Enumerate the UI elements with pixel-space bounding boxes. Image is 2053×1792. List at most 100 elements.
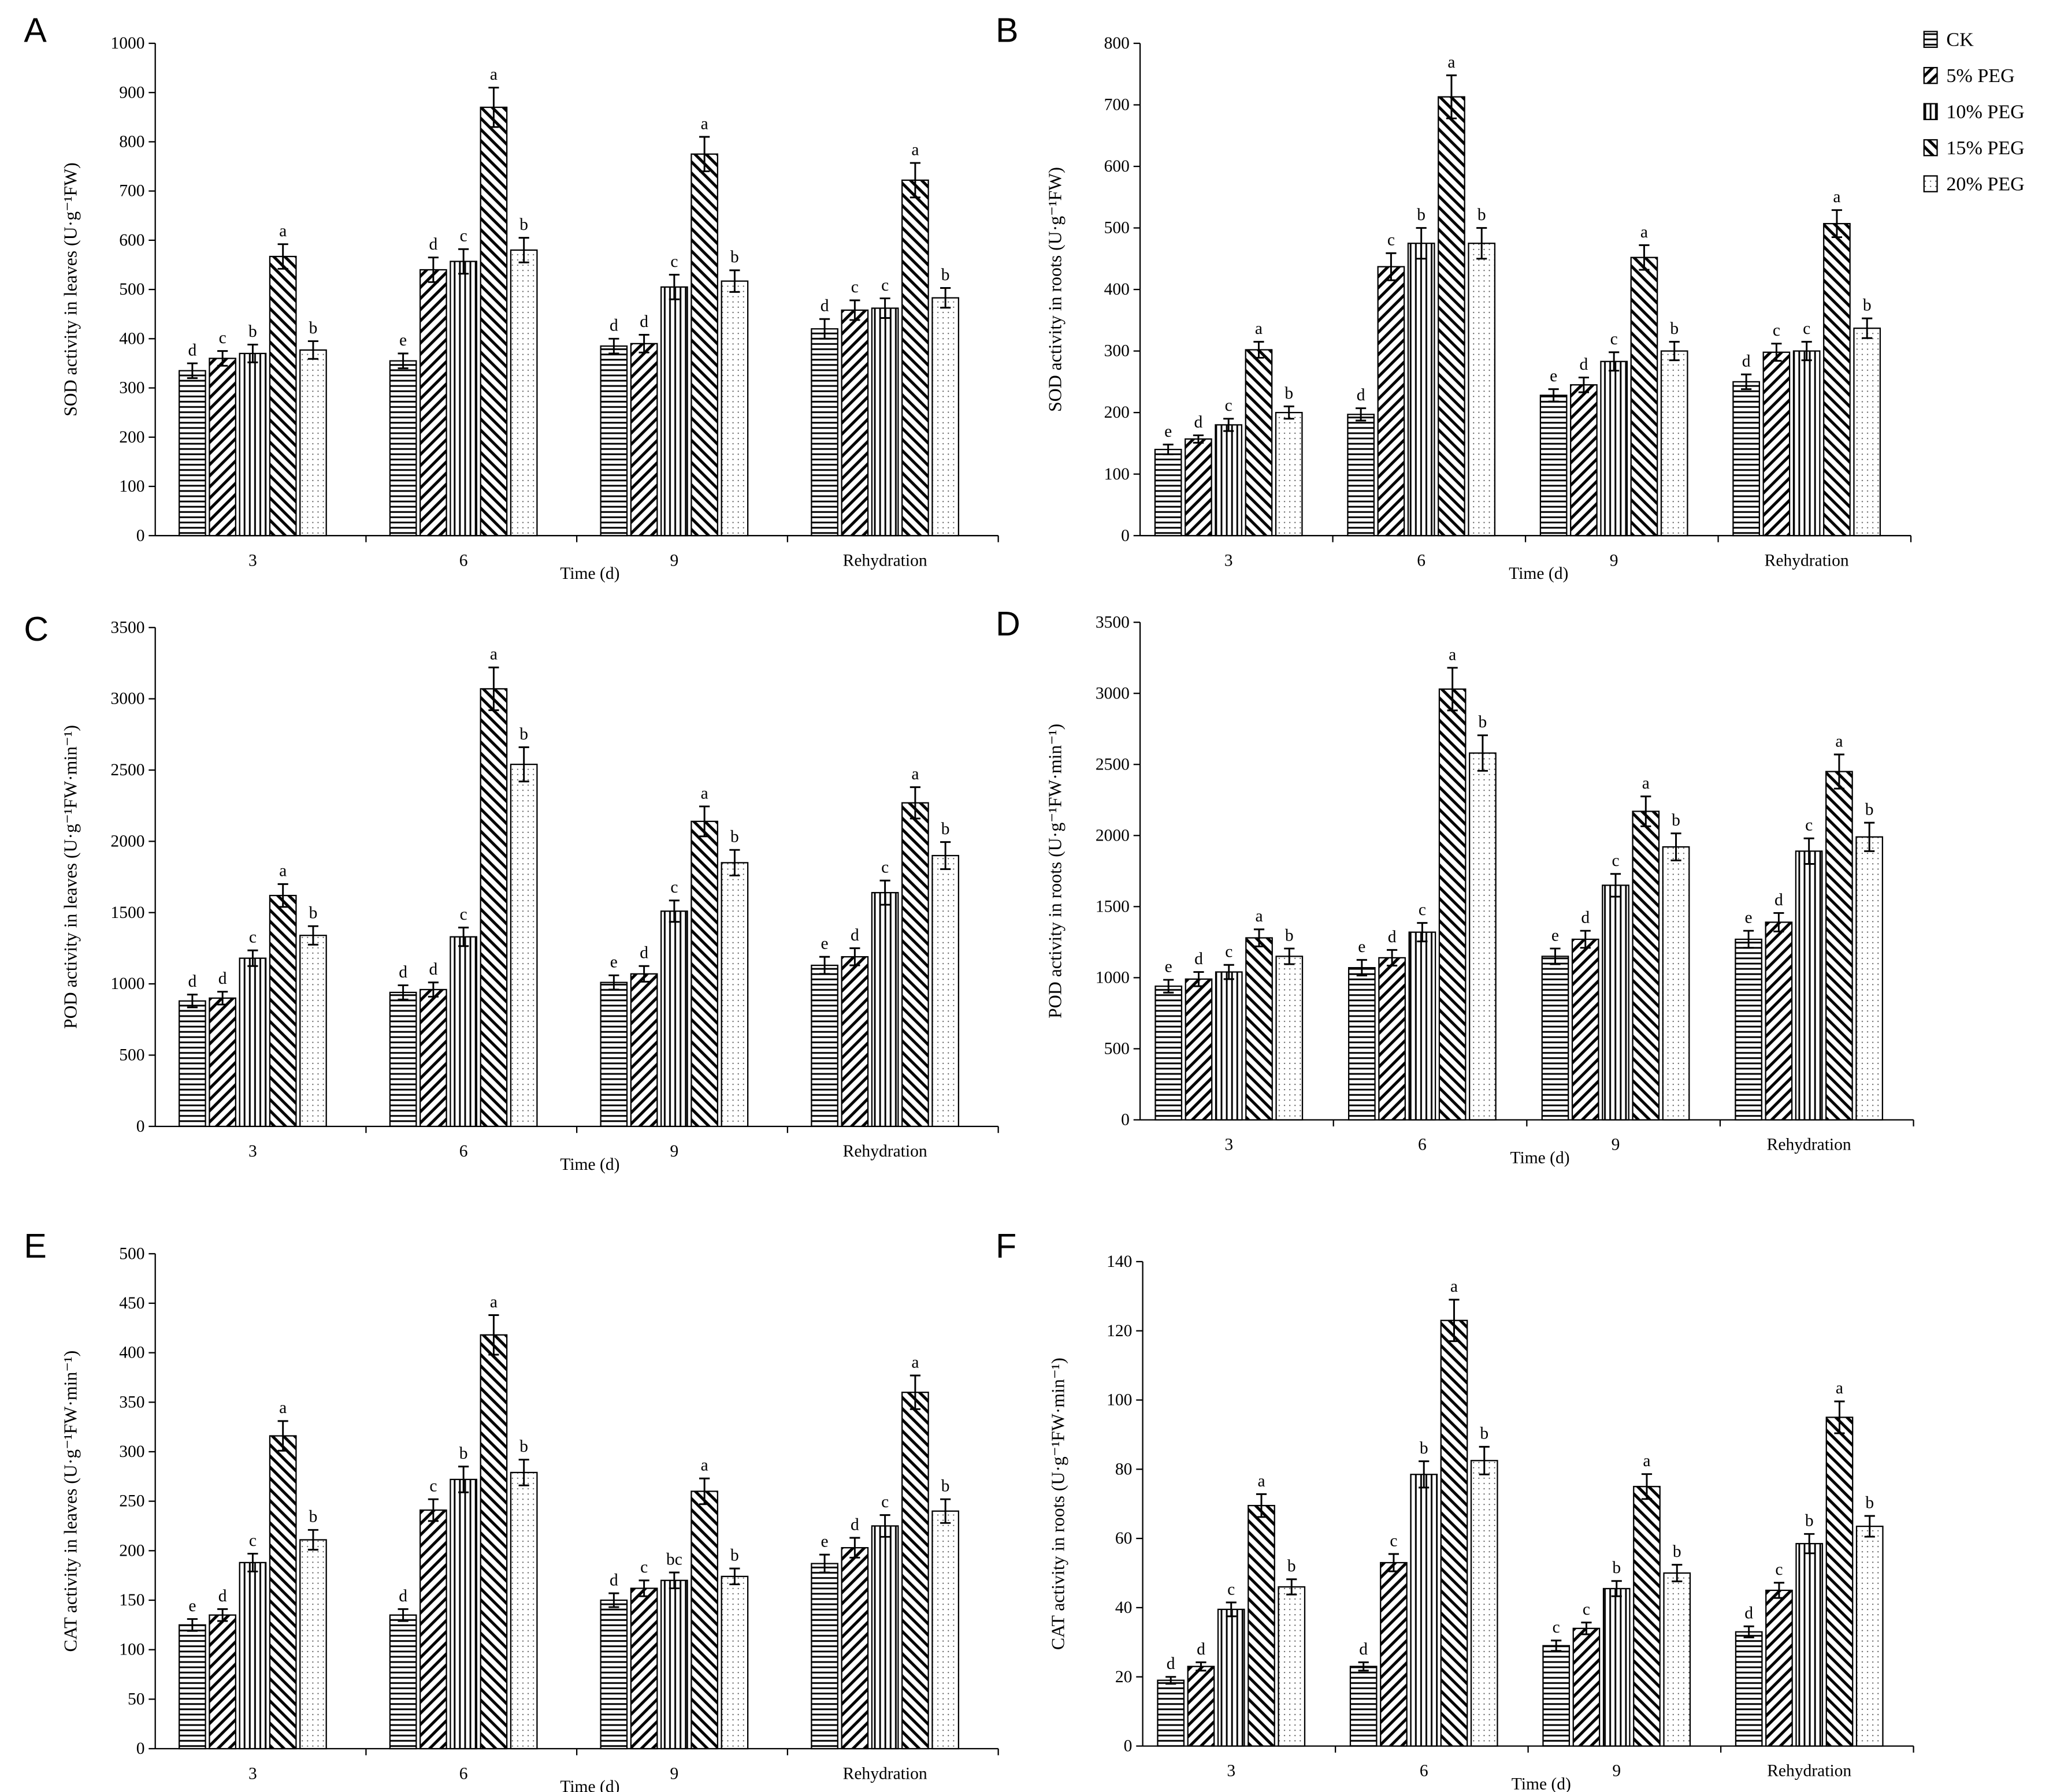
chart-panel: A 0 100 200 300 400 500 600 700 800 900 1000 SOD act… [24, 12, 999, 583]
y-tick-label: 350 [119, 1393, 144, 1411]
panel-label: B [996, 12, 1018, 50]
bar [1245, 349, 1273, 537]
y-tick-label: 80 [1115, 1460, 1133, 1478]
error-bar [1358, 1661, 1369, 1672]
error-bar [187, 362, 198, 379]
bar [1438, 96, 1465, 537]
y-tick-label: 700 [119, 182, 144, 200]
y-tick-label: 700 [1104, 96, 1130, 114]
bar [811, 964, 838, 1127]
error-bar [1611, 1580, 1622, 1597]
error-bar [307, 925, 319, 946]
bar [269, 1435, 297, 1750]
significance-letter: b [941, 1477, 950, 1496]
bar [1217, 1608, 1245, 1747]
bar [1762, 351, 1791, 537]
significance-letter: b [941, 820, 950, 838]
y-tick-label: 2500 [1096, 755, 1130, 774]
bar [1275, 412, 1303, 537]
error-bar [1578, 376, 1590, 393]
error-bar [458, 927, 469, 947]
error-bar [849, 299, 860, 321]
error-bar [729, 269, 740, 293]
bar [690, 1490, 719, 1750]
significance-letter: a [279, 862, 287, 880]
bar [1349, 1665, 1378, 1747]
bar [1633, 1486, 1661, 1747]
significance-letter: b [1805, 1512, 1814, 1530]
significance-letter: a [1640, 223, 1648, 241]
bar [871, 307, 899, 537]
error-bar [1226, 1601, 1237, 1618]
bar [721, 1575, 749, 1750]
y-tick-label: 1000 [110, 34, 144, 53]
bar [510, 249, 538, 537]
error-bar [1416, 227, 1427, 260]
y-tick-label: 1500 [1096, 897, 1130, 916]
bar [931, 1510, 960, 1750]
error-bar [1356, 959, 1367, 977]
error-bar [729, 849, 740, 877]
bar [299, 349, 327, 537]
bar [1795, 850, 1823, 1121]
error-bar [1284, 947, 1295, 965]
error-bar [277, 243, 288, 270]
bar [871, 1525, 899, 1750]
bar [1825, 1417, 1854, 1747]
bar [209, 358, 237, 537]
bar [510, 763, 538, 1127]
y-tick-label: 300 [119, 379, 144, 397]
x-tick-label: 9 [670, 551, 679, 570]
error-bar [699, 805, 710, 838]
error-bar [849, 1537, 860, 1559]
bar [1154, 986, 1183, 1121]
error-bar [638, 1579, 649, 1597]
significance-letter: c [249, 928, 257, 946]
significance-letter: b [730, 248, 739, 266]
x-tick-label: Rehydration [1767, 1762, 1851, 1780]
significance-letter: b [1417, 206, 1425, 224]
error-bar [217, 991, 228, 1006]
y-tick-label: 500 [1104, 1040, 1130, 1058]
error-bar [729, 1567, 740, 1586]
y-tick-label: 120 [1107, 1322, 1132, 1340]
legend-label: CK [1946, 29, 1974, 51]
error-bar [488, 1314, 499, 1356]
significance-letter: b [1420, 1439, 1428, 1458]
bar [1245, 937, 1273, 1121]
y-tick-label: 3000 [1096, 684, 1130, 702]
y-tick-label: 300 [1104, 342, 1130, 360]
error-bar [1193, 434, 1204, 444]
error-bar [819, 318, 830, 340]
x-tick-label: 3 [1224, 551, 1233, 570]
error-bar [1447, 667, 1458, 712]
error-bar [428, 1498, 439, 1522]
x-axis-label: Time (d) [560, 1155, 619, 1174]
y-tick-label: 200 [1104, 403, 1130, 422]
x-tick-label: 3 [248, 1764, 257, 1783]
bar [239, 957, 267, 1127]
significance-letter: b [1284, 384, 1293, 403]
significance-letter: c [1803, 319, 1810, 338]
bar [1732, 381, 1760, 537]
y-tick-label: 2000 [110, 832, 144, 850]
y-tick-label: 2000 [1096, 826, 1130, 845]
x-axis-label: Time (d) [560, 1778, 619, 1792]
error-bar [458, 248, 469, 275]
bar [1248, 1505, 1275, 1747]
x-tick-label: 9 [1610, 551, 1618, 570]
y-tick-label: 500 [119, 1244, 144, 1263]
bar [1572, 1627, 1601, 1747]
bar [690, 820, 719, 1127]
significance-letter: a [911, 1353, 919, 1371]
y-tick-label: 140 [1107, 1252, 1132, 1271]
chart-panel: F 0 20 40 60 80 100 120 140 CAT activity in roots… [996, 1227, 1914, 1792]
error-bar [488, 87, 499, 128]
bar [239, 1562, 267, 1750]
error-bar [940, 841, 951, 870]
bar [1735, 1631, 1763, 1747]
error-bar [1551, 1639, 1562, 1652]
significance-letter: d [821, 297, 829, 315]
bar [389, 991, 417, 1127]
bar [179, 1000, 206, 1127]
